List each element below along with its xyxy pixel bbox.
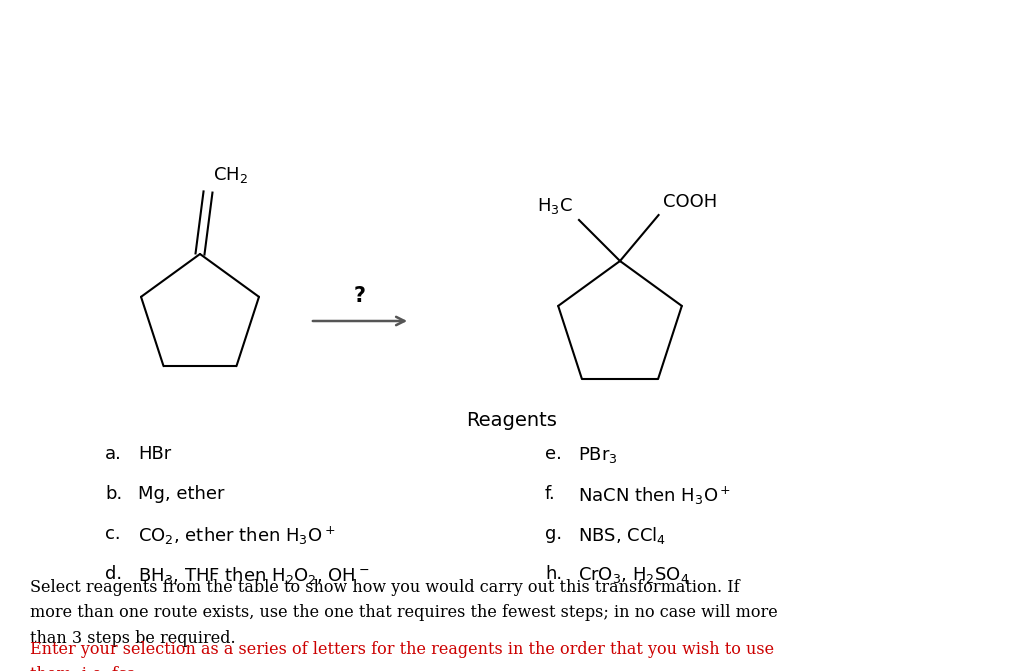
Text: Enter your selection as a series of letters for the reagents in the order that y: Enter your selection as a series of lett… [30,641,774,671]
Text: Mg, ether: Mg, ether [138,485,224,503]
Text: f.: f. [545,485,556,503]
Text: b.: b. [105,485,122,503]
Text: HBr: HBr [138,445,171,463]
Text: CH$_2$: CH$_2$ [213,165,248,185]
Text: g.: g. [545,525,562,543]
Text: COOH: COOH [663,193,717,211]
Text: CrO$_3$, H$_2$SO$_4$: CrO$_3$, H$_2$SO$_4$ [578,565,689,585]
Text: c.: c. [105,525,121,543]
Text: Reagents: Reagents [467,411,557,430]
Text: a.: a. [105,445,122,463]
Text: NaCN then H$_3$O$^+$: NaCN then H$_3$O$^+$ [578,485,731,507]
Text: PBr$_3$: PBr$_3$ [578,445,617,465]
Text: BH$_3$, THF then H$_2$O$_2$, OH$^-$: BH$_3$, THF then H$_2$O$_2$, OH$^-$ [138,565,370,586]
Text: d.: d. [105,565,122,583]
Text: ?: ? [354,286,366,306]
Text: Select reagents from the table to show how you would carry out this transformati: Select reagents from the table to show h… [30,579,778,647]
Text: H$_3$C: H$_3$C [538,196,573,216]
Text: CO$_2$, ether then H$_3$O$^+$: CO$_2$, ether then H$_3$O$^+$ [138,525,336,548]
Text: e.: e. [545,445,562,463]
Text: NBS, CCl$_4$: NBS, CCl$_4$ [578,525,667,546]
Text: h.: h. [545,565,562,583]
